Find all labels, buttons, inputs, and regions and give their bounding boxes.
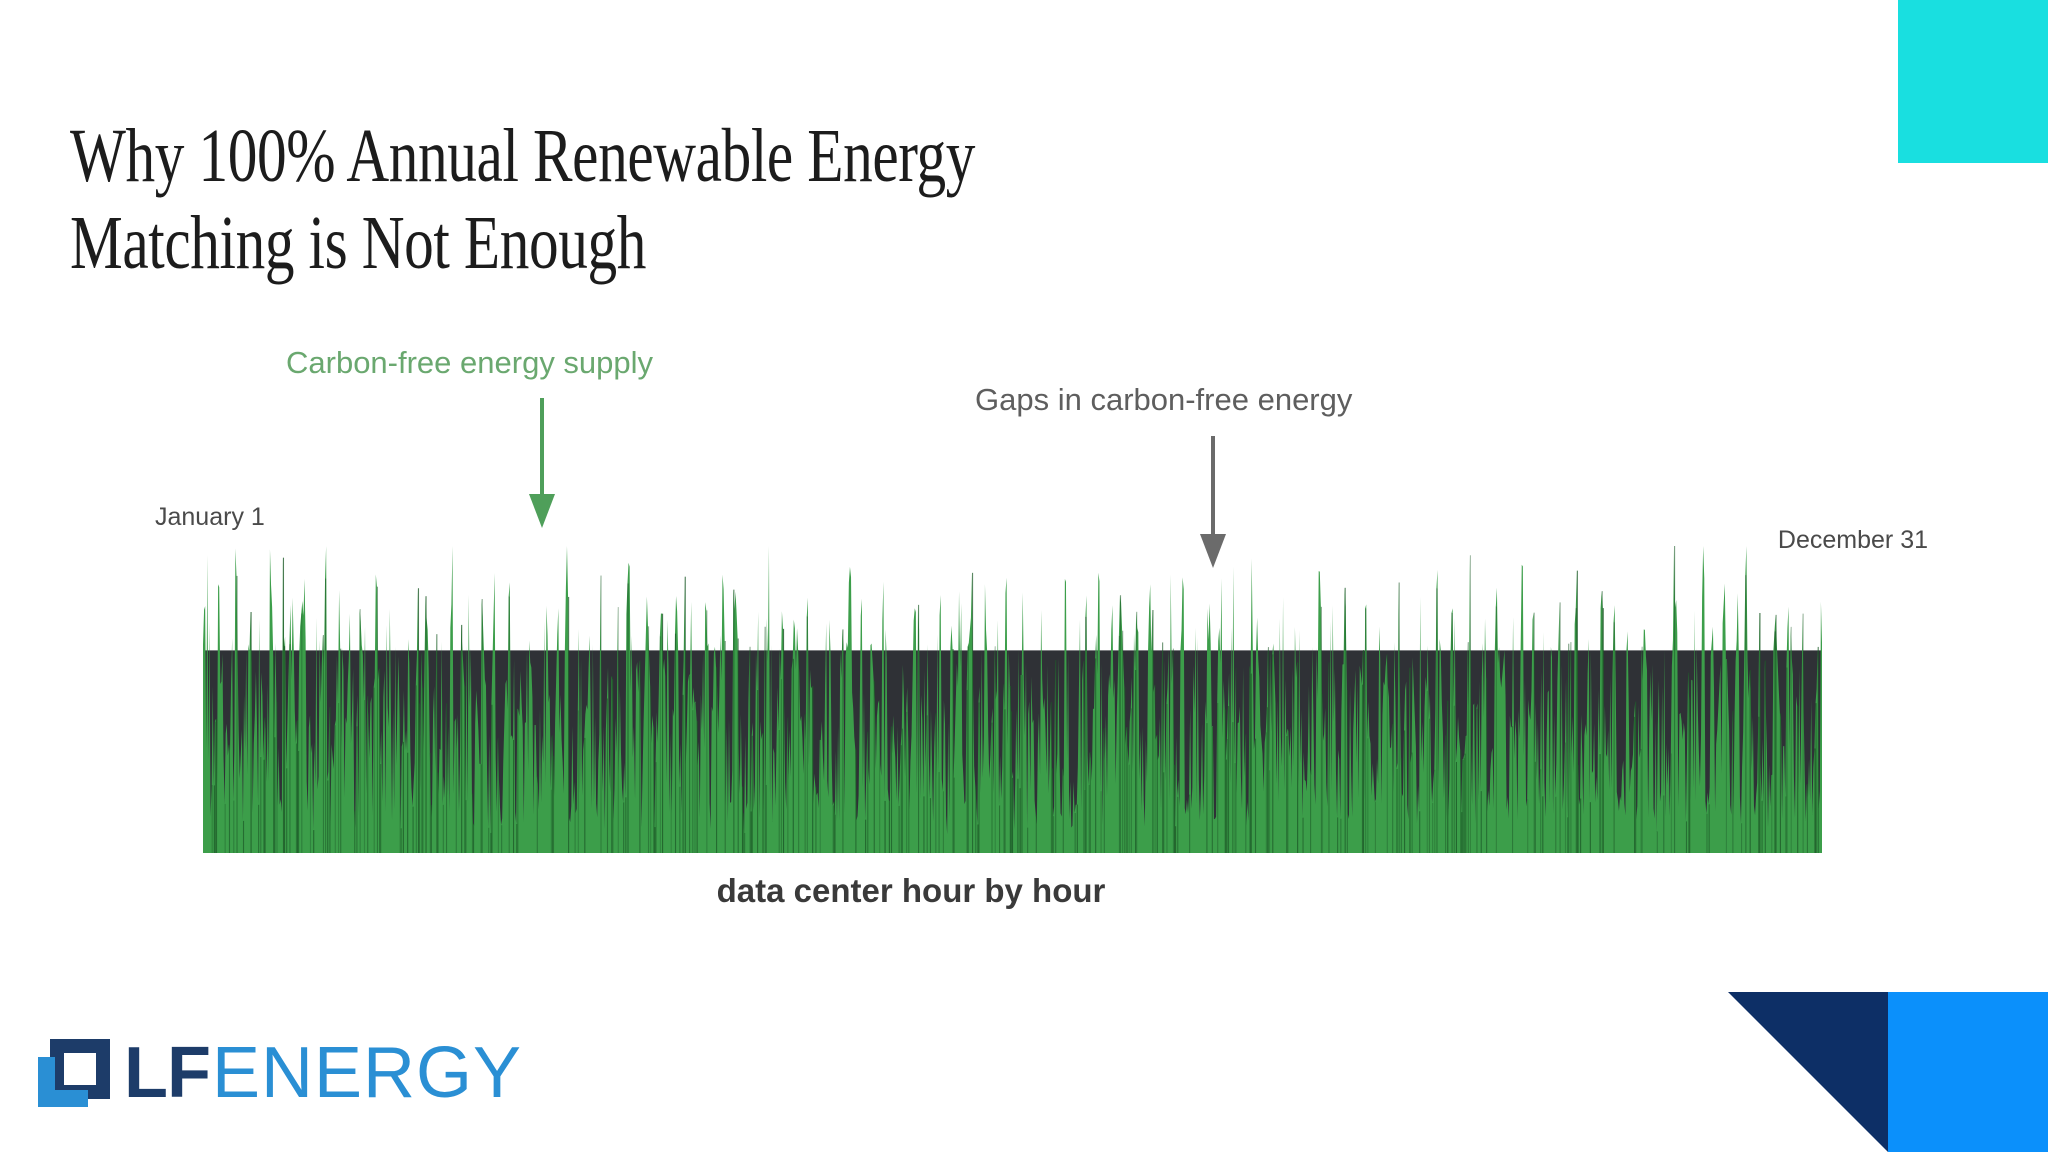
- x-axis-start-label: January 1: [155, 503, 265, 531]
- arrow-shaft: [1211, 436, 1215, 536]
- arrow-shaft: [540, 398, 544, 496]
- bottom-right-corner-accent: [1728, 992, 2048, 1152]
- lf-energy-logo[interactable]: LF ENERGY: [38, 1036, 522, 1110]
- navy-triangle-shape: [1728, 992, 1888, 1152]
- x-axis-caption: data center hour by hour: [716, 872, 1106, 909]
- annotation-carbon-free-supply: Carbon-free energy supply: [286, 345, 654, 380]
- supply-vs-demand-plot: [203, 546, 1822, 853]
- blue-square-shape: [1888, 992, 2048, 1152]
- down-arrow-icon-supply: [529, 398, 555, 528]
- annotation-gaps: Gaps in carbon-free energy: [975, 382, 1353, 417]
- down-arrow-icon-gaps: [1200, 436, 1226, 568]
- plot-svg: [203, 546, 1822, 853]
- logo-text-energy: ENERGY: [211, 1033, 523, 1113]
- lf-energy-mark-icon: [38, 1039, 110, 1107]
- teal-corner-accent: [1898, 0, 2048, 163]
- logo-text-lf: LF: [124, 1033, 211, 1113]
- x-axis-end-label: December 31: [1777, 526, 1928, 554]
- arrow-head: [529, 494, 555, 528]
- arrow-head: [1200, 534, 1226, 568]
- page-title: Why 100% Annual Renewable Energy Matchin…: [70, 113, 976, 285]
- chart-figure: Carbon-free energy supply Gaps in carbon…: [0, 300, 2048, 940]
